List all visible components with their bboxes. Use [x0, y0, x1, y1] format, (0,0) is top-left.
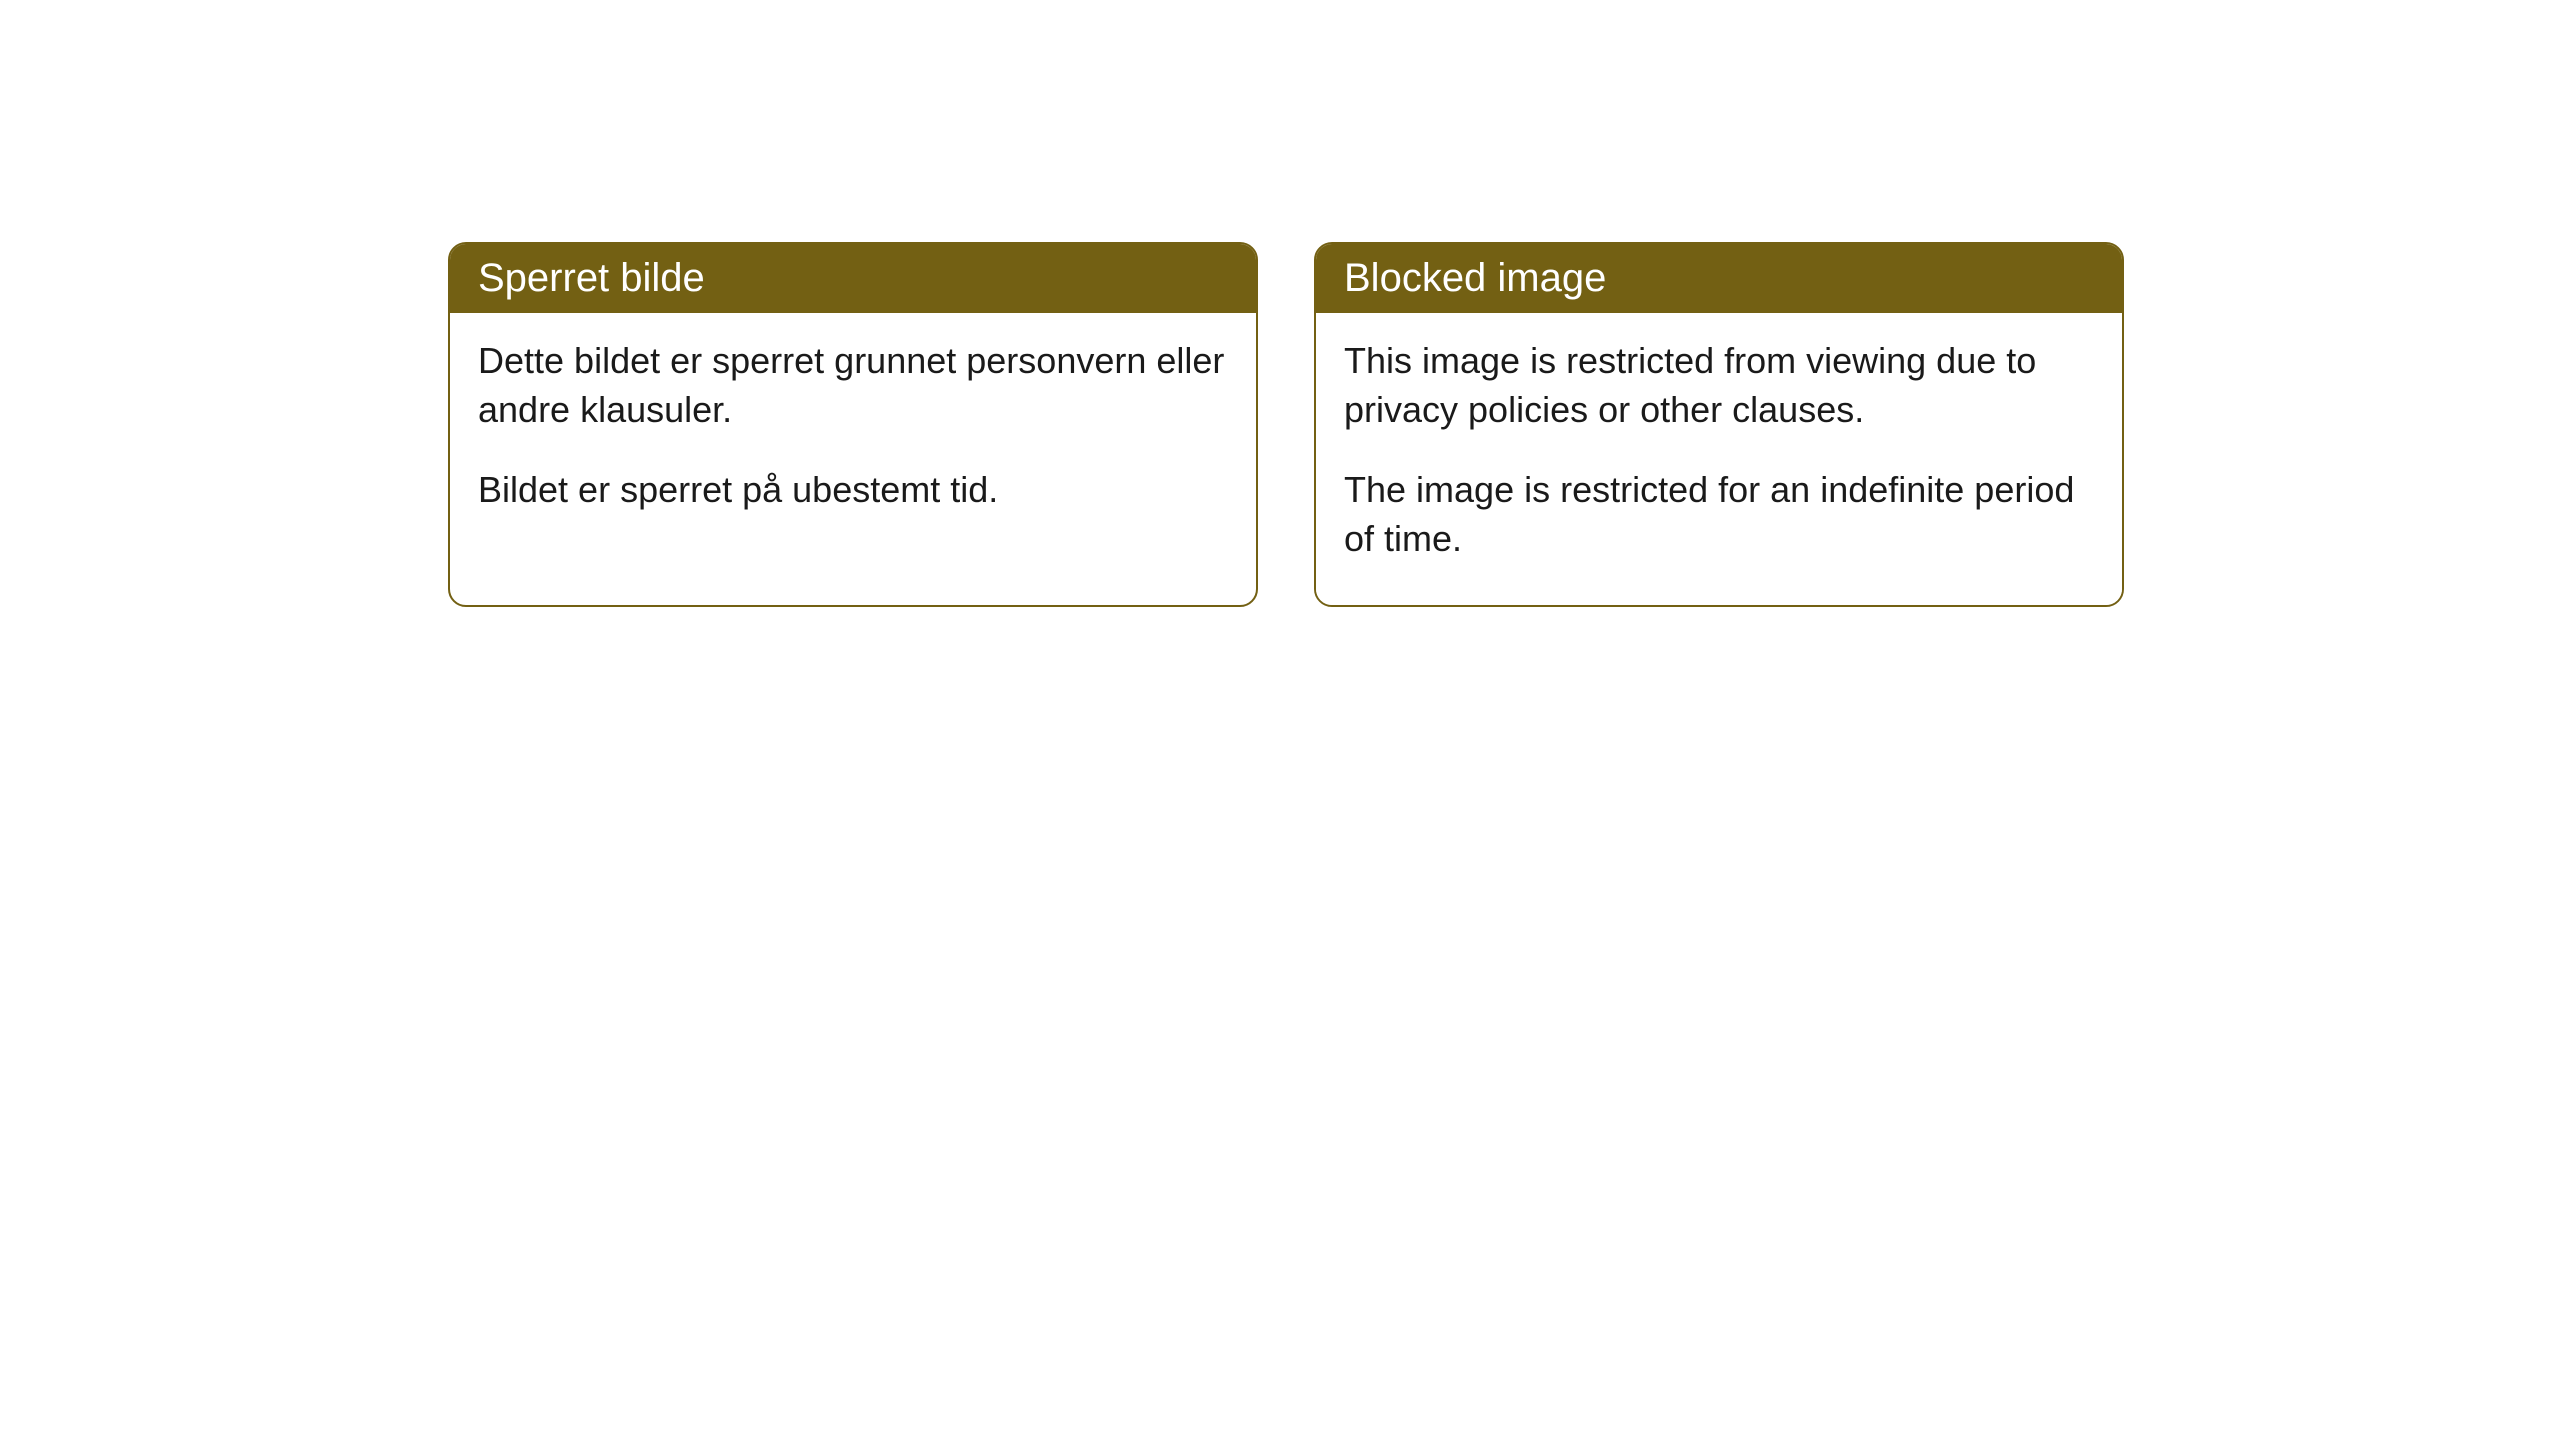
notice-header-english: Blocked image — [1316, 244, 2122, 313]
notice-container: Sperret bilde Dette bildet er sperret gr… — [0, 0, 2560, 607]
notice-paragraph-1: This image is restricted from viewing du… — [1344, 337, 2094, 434]
notice-body-norwegian: Dette bildet er sperret grunnet personve… — [450, 313, 1256, 557]
notice-paragraph-2: The image is restricted for an indefinit… — [1344, 466, 2094, 563]
notice-body-english: This image is restricted from viewing du… — [1316, 313, 2122, 605]
notice-card-english: Blocked image This image is restricted f… — [1314, 242, 2124, 607]
notice-paragraph-2: Bildet er sperret på ubestemt tid. — [478, 466, 1228, 515]
notice-paragraph-1: Dette bildet er sperret grunnet personve… — [478, 337, 1228, 434]
notice-card-norwegian: Sperret bilde Dette bildet er sperret gr… — [448, 242, 1258, 607]
notice-title: Blocked image — [1344, 256, 1606, 300]
notice-title: Sperret bilde — [478, 256, 705, 300]
notice-header-norwegian: Sperret bilde — [450, 244, 1256, 313]
